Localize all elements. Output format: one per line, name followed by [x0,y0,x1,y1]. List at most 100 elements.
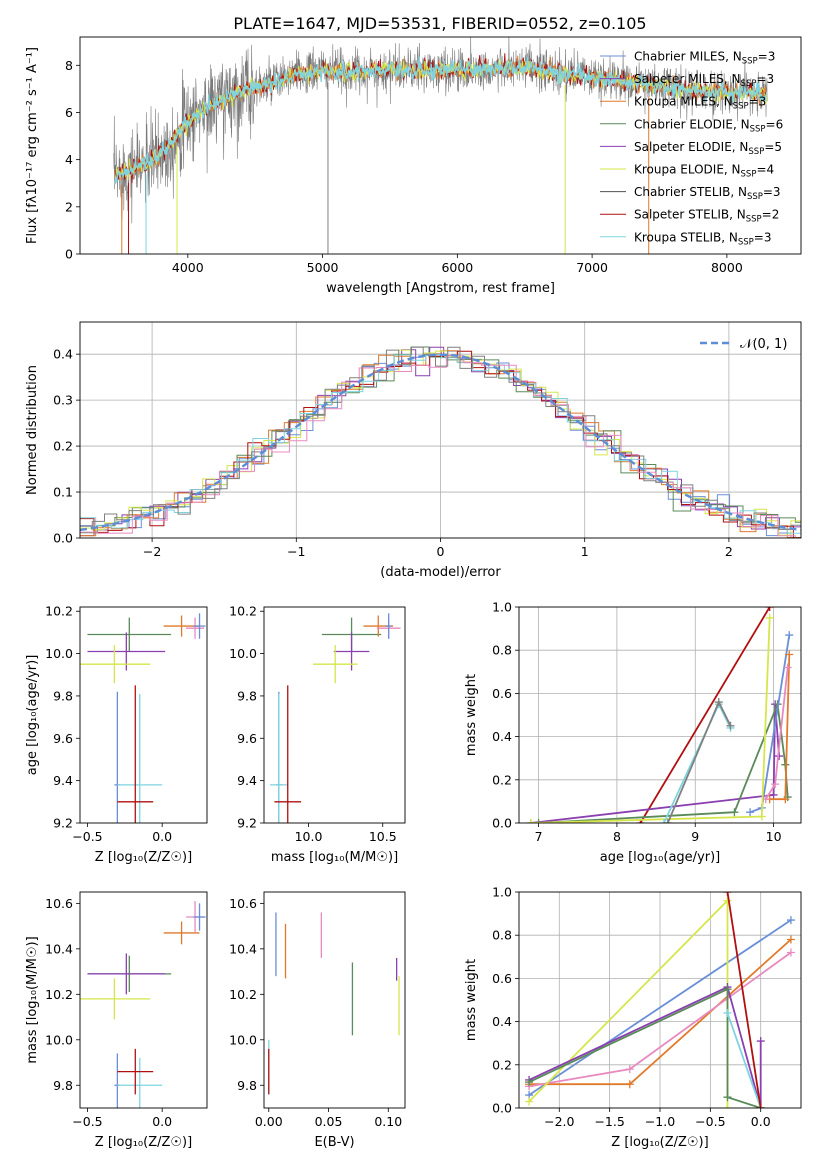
series-marker [659,819,668,823]
plot-area [80,901,206,1108]
y-tick-label: 10.2 [229,604,257,619]
y-axis-label: mass weight [464,959,479,1041]
axes-frame [79,36,802,255]
y-tick-label: 0.1 [53,485,73,500]
series-marker [786,935,795,944]
x-tick-label: 2 [725,544,733,559]
plot-area [519,892,801,1108]
series-marker [756,1037,765,1046]
y-tick-label: 6 [65,105,73,120]
y-tick-label: 0.2 [492,772,512,787]
x-axis-label: (data-model)/error [380,565,501,580]
y-axis-label: Normed distribution [25,365,40,495]
y-tick-label: 10.6 [229,896,257,911]
y-tick-label: 9.6 [53,731,73,746]
series-marker [723,985,732,994]
x-tick-label: 4000 [172,260,204,275]
series-marker [663,819,672,823]
error-bar-point [117,693,163,823]
legend-text: Salpeter MILES, N [634,72,741,86]
error-bar-point [87,953,166,995]
plot-area [113,37,768,254]
legend-text: Chabrier STELIB, N [634,185,747,199]
x-tick-label: 0 [437,544,445,559]
legend-text: =3 [749,95,767,109]
y-tick-label: 0.2 [492,1057,512,1072]
axes-frame [79,321,802,539]
y-tick-label: 9.4 [53,773,73,788]
y-tick-label: 9.4 [237,773,257,788]
series-line [528,919,792,1096]
legend-text: Kroupa STELIB, N [634,230,738,244]
residual-histogram [80,349,801,536]
error-bar-point [117,1057,163,1108]
series-line [639,607,771,823]
series-marker [786,916,795,925]
panel-age-vs-Z: −0.5 0.0 9.2 9.4 9.6 9.8 10.0 10.2 Z [log₁₀(Z/Z☉… [25,604,208,865]
legend-entry: Salpeter STELIB, NSSP=2 [634,208,779,225]
x-tick-label: 9 [691,829,699,844]
series-marker [771,780,780,789]
series-marker [746,808,755,817]
error-bar-point [385,613,392,639]
y-tick-label: 0 [65,247,73,262]
legend-text: =4 [756,163,774,177]
series-marker [525,1078,534,1087]
y-tick-label: 9.2 [53,816,73,831]
series-marker [786,948,795,957]
x-tick-label: −0.5 [695,1114,725,1129]
x-tick-label: 0.0 [152,1114,172,1129]
legend-entry: Salpeter MILES, NSSP=3 [634,72,774,89]
legend-text: =2 [762,208,780,222]
y-tick-label: 10.0 [45,646,73,661]
series-marker [756,1104,765,1108]
series-marker [625,1065,634,1074]
x-axis-label: Z [log₁₀(Z/Z☉)] [95,850,192,865]
y-tick-label: 9.8 [237,1078,257,1093]
x-tick-label: 0.10 [374,1114,402,1129]
y-tick-label: 0.4 [492,729,512,744]
y-tick-label: 0.3 [53,393,73,408]
series-marker [723,1008,732,1017]
error-bar-point [312,645,358,684]
legend-text: Kroupa MILES, N [634,95,733,109]
x-tick-label: 1 [581,544,589,559]
x-axis-label: Z [log₁₀(Z/Z☉)] [95,1135,192,1150]
panel-age-vs-mass: 10.0 10.5 9.2 9.4 9.6 9.8 10.0 10.2 mass [log₁₀(… [229,604,406,865]
series-marker [723,1093,732,1102]
residual-histogram [80,350,801,538]
legend-entry: Salpeter ELODIE, NSSP=5 [634,140,782,157]
y-tick-label: 10.6 [45,896,73,911]
x-tick-label: 0.0 [152,829,172,844]
x-tick-label: 0.0 [751,1114,771,1129]
legend-entry: Chabrier MILES, NSSP=3 [634,50,775,67]
normal-curve [80,353,801,532]
y-tick-label: 10.2 [45,987,73,1002]
panel-mass-vs-Z: −0.5 0.0 9.8 10.0 10.2 10.4 10.6 Z [log₁₀(Z/Z☉)… [25,891,208,1150]
error-bar-point [186,617,205,639]
x-tick-label: 10.0 [295,829,323,844]
series-marker [781,795,790,804]
legend-text: Salpeter STELIB, N [634,208,746,222]
figure-panels: 4000 5000 6000 7000 8000 0 2 4 6 8 wavelength [Ang… [25,36,802,1150]
x-tick-label: −1 [287,544,305,559]
plot-area [268,912,400,1095]
axes-frame [79,606,208,824]
legend-subscript: SSP [733,102,749,112]
error-bar-point [163,921,200,945]
series-marker [525,1097,534,1106]
legend-subscript: SSP [748,147,764,157]
error-bar-point [80,978,151,1020]
x-axis-label: mass [log₁₀(M/M☉)] [271,850,398,865]
error-bar-point [87,617,172,652]
series-line [726,892,762,1108]
y-tick-label: 1.0 [492,600,512,615]
series-marker [769,790,778,799]
legend-text: =5 [764,140,782,154]
y-tick-label: 0.6 [492,686,512,701]
legend-text: =3 [758,50,776,64]
x-tick-label: 0.05 [315,1114,343,1129]
y-tick-label: 2 [65,199,73,214]
panel-residuals: −2 −1 0 1 2 0.0 0.1 0.2 0.3 0.4 (data-model)/error… [25,321,802,580]
error-bar-point [193,903,206,931]
